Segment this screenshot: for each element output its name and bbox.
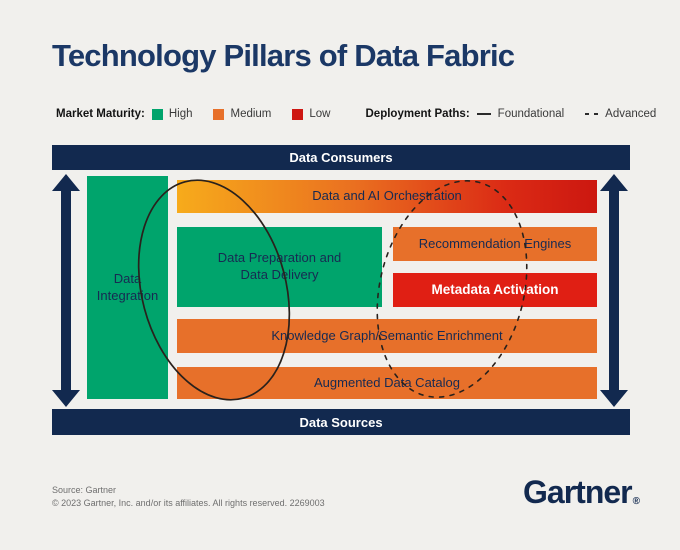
gartner-logo-text: Gartner (523, 474, 633, 510)
footer-source: Source: Gartner © 2023 Gartner, Inc. and… (52, 484, 325, 509)
legend-item-high: High (151, 108, 193, 120)
legend-item-medium: Medium (213, 108, 271, 120)
page-title: Technology Pillars of Data Fabric (52, 38, 515, 73)
registered-trademark-icon: ® (632, 496, 640, 507)
legend-low-label: Low (309, 108, 331, 120)
legend-item-foundational: Foundational (476, 108, 565, 120)
data-consumers-label: Data Consumers (289, 150, 393, 165)
legend-item-advanced: Advanced (585, 108, 656, 120)
dashed-line-icon (585, 113, 599, 115)
data-sources-bar: Data Sources (52, 409, 630, 435)
box-data-ai-orchestration: Data and AI Orchestration (177, 180, 597, 213)
metadata-activation-label: Metadata Activation (431, 282, 559, 298)
box-knowledge-graph: Knowledge Graph/Semantic Enrichment (177, 319, 597, 353)
augmented-data-catalog-label: Augmented Data Catalog (314, 374, 460, 390)
right-bidirectional-arrow-icon (600, 174, 628, 407)
medium-swatch-icon (213, 108, 225, 120)
data-ai-orchestration-label: Data and AI Orchestration (312, 188, 462, 204)
box-recommendation-engines: Recommendation Engines (393, 227, 597, 261)
high-swatch-icon (151, 108, 163, 120)
left-bidirectional-arrow-icon (52, 174, 80, 407)
legend-foundational-label: Foundational (497, 108, 565, 120)
legend-high-label: High (168, 108, 193, 120)
knowledge-graph-label: Knowledge Graph/Semantic Enrichment (271, 327, 503, 343)
box-metadata-activation: Metadata Activation (393, 273, 597, 307)
legend: Market Maturity: High Medium Low Deploym… (56, 108, 677, 120)
box-augmented-data-catalog: Augmented Data Catalog (177, 367, 597, 399)
box-data-preparation: Data Preparation and Data Delivery (177, 227, 382, 307)
box-data-integration: Data Integration (87, 176, 168, 399)
solid-line-icon (476, 113, 491, 115)
data-sources-label: Data Sources (299, 414, 383, 430)
market-maturity-label: Market Maturity: (56, 108, 145, 120)
source-line: Source: Gartner (52, 485, 117, 495)
gartner-logo: Gartner ® (523, 474, 640, 511)
deployment-paths-label: Deployment Paths: (365, 108, 470, 120)
legend-medium-label: Medium (230, 108, 272, 120)
data-integration-label: Data Integration (96, 270, 159, 303)
data-consumers-bar: Data Consumers (52, 145, 630, 170)
legend-item-low: Low (292, 108, 331, 120)
legend-advanced-label: Advanced (605, 108, 657, 120)
copyright-line: © 2023 Gartner, Inc. and/or its affiliat… (52, 497, 325, 508)
recommendation-engines-label: Recommendation Engines (418, 235, 572, 251)
low-swatch-icon (292, 108, 304, 120)
data-preparation-label: Data Preparation and Data Delivery (217, 250, 342, 282)
